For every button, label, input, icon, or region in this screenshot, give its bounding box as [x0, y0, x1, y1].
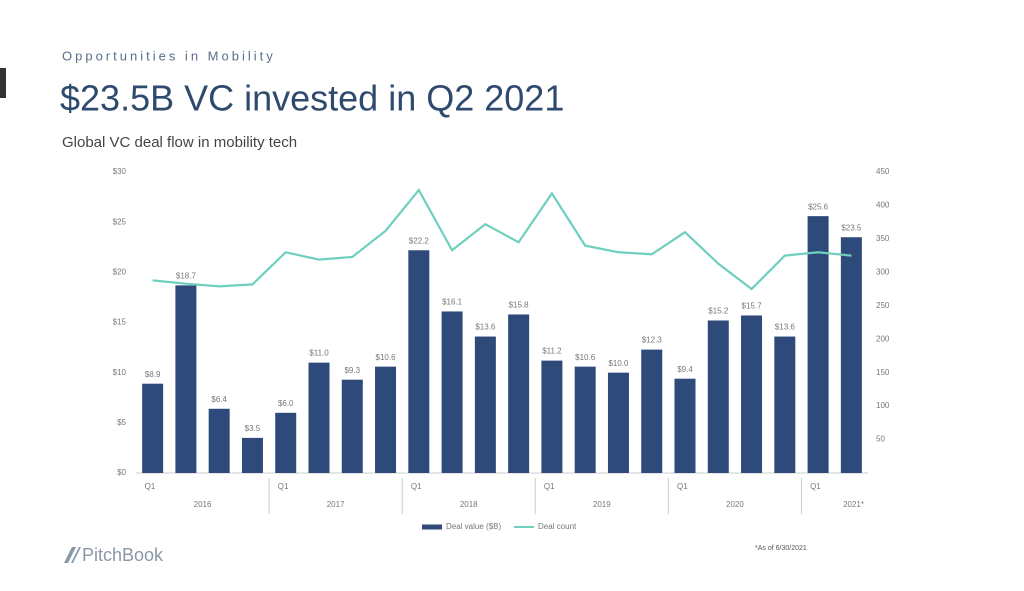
y2-tick-label: 250: [876, 301, 890, 310]
x-group-label: 2020: [726, 500, 744, 509]
bar: [607, 372, 629, 473]
legend-label: Deal value ($B): [446, 522, 501, 531]
bar-value-label: $11.0: [309, 349, 329, 358]
kicker: Opportunities in Mobility: [62, 48, 276, 63]
chart-title: $23.5B VC invested in Q2 2021: [60, 78, 564, 119]
bar: [275, 412, 297, 473]
bar: [208, 408, 230, 473]
bar: [508, 314, 530, 473]
bar-value-label: $10.0: [608, 359, 629, 368]
bar: [574, 366, 596, 473]
bar-value-label: $25.6: [808, 202, 829, 211]
bar-value-label: $6.4: [211, 395, 227, 404]
y-tick-label: $20: [113, 267, 127, 276]
y2-tick-label: 450: [876, 167, 890, 176]
edge-tab: [0, 68, 6, 98]
y2-tick-label: 50: [876, 435, 885, 444]
bar-value-label: $9.4: [677, 365, 693, 374]
bar-value-label: $15.2: [708, 307, 729, 316]
brand: PitchBook: [82, 545, 164, 565]
x-group-label: 2021*: [843, 500, 864, 509]
y2-tick-label: 400: [876, 201, 890, 210]
x-group-label: 2017: [327, 500, 345, 509]
bar-value-label: $13.6: [775, 323, 796, 332]
x-tick-label: Q1: [677, 482, 688, 491]
y-tick-label: $15: [113, 318, 127, 327]
bar: [641, 349, 663, 473]
y2-tick-label: 350: [876, 234, 890, 243]
legend-swatch: [422, 524, 442, 530]
x-group-label: 2019: [593, 500, 611, 509]
bar: [840, 237, 862, 473]
bar-value-label: $15.8: [509, 301, 530, 310]
bar: [408, 250, 430, 473]
y2-tick-label: 300: [876, 267, 890, 276]
bar-value-label: $16.1: [442, 298, 463, 307]
legend-label: Deal count: [538, 522, 577, 531]
y-tick-label: $30: [113, 167, 127, 176]
bar-value-label: $6.0: [278, 399, 294, 408]
bar: [175, 285, 197, 473]
bar-value-label: $8.9: [145, 370, 161, 379]
bar: [774, 336, 796, 473]
brand-logo: [64, 547, 81, 563]
x-tick-label: Q1: [145, 482, 156, 491]
bar: [807, 216, 829, 473]
bar-value-label: $11.2: [542, 347, 562, 356]
x-group-label: 2016: [194, 500, 212, 509]
x-group-label: 2018: [460, 500, 478, 509]
y-tick-label: $5: [117, 418, 126, 427]
bar: [674, 378, 696, 473]
chart-subtitle: Global VC deal flow in mobility tech: [62, 134, 297, 151]
bar: [741, 315, 763, 473]
bar: [441, 311, 463, 473]
footnote: *As of 6/30/2021: [755, 545, 807, 552]
x-tick-label: Q1: [278, 482, 289, 491]
bar: [707, 320, 729, 473]
bar-value-label: $23.5: [841, 223, 862, 232]
bar-value-label: $13.6: [475, 323, 496, 332]
bar-value-label: $12.3: [642, 336, 663, 345]
y2-tick-label: 150: [876, 368, 890, 377]
bar: [474, 336, 496, 473]
bar: [308, 362, 330, 473]
deal-count-line: [152, 188, 852, 291]
y-tick-label: $0: [117, 468, 126, 477]
bar-value-label: $9.3: [344, 366, 360, 375]
y2-tick-label: 100: [876, 401, 890, 410]
x-tick-label: Q1: [544, 482, 555, 491]
bar: [375, 366, 397, 473]
bar: [541, 360, 563, 473]
y-tick-label: $10: [113, 368, 127, 377]
bar: [341, 379, 363, 473]
bar: [142, 383, 164, 473]
bar: [241, 437, 263, 473]
y-tick-label: $25: [113, 217, 127, 226]
bar-value-label: $10.6: [575, 353, 596, 362]
y2-tick-label: 200: [876, 334, 890, 343]
bar-value-label: $3.5: [245, 424, 261, 433]
bar-value-label: $10.6: [376, 353, 397, 362]
bar-value-label: $15.7: [742, 302, 763, 311]
x-tick-label: Q1: [810, 482, 821, 491]
bar-value-label: $22.2: [409, 236, 430, 245]
x-tick-label: Q1: [411, 482, 422, 491]
bar-value-label: $18.7: [176, 271, 197, 280]
